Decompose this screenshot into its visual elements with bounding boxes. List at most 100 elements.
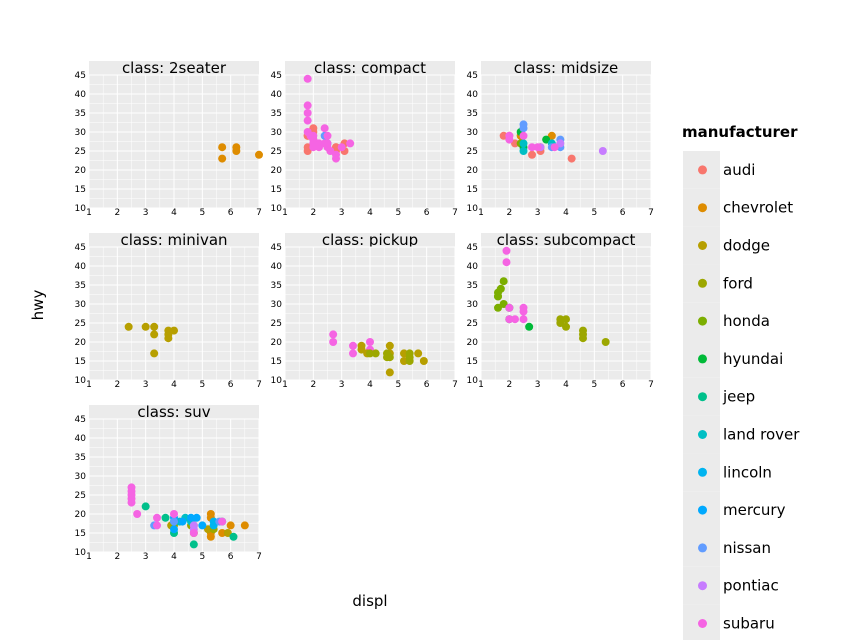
x-tick-label: 5 [395,208,401,218]
data-point-hyundai [525,322,534,331]
x-tick-label: 6 [228,380,234,390]
data-point-dodge [164,326,173,335]
data-point-nissan [519,120,528,129]
x-tick-label: 4 [171,380,177,390]
legend-label: dodge [723,237,770,255]
y-tick-label: 25 [467,147,478,157]
facet-strip [481,61,651,75]
data-point-chevrolet [226,521,235,530]
legend-key-dot [698,354,707,364]
y-tick-label: 15 [467,185,478,195]
x-tick-label: 2 [506,380,512,390]
x-tick-label: 6 [424,208,430,218]
y-tick-label: 25 [75,319,86,329]
y-tick-label: 20 [75,338,87,348]
data-point-honda [499,277,508,286]
data-point-subaru [349,349,357,358]
x-tick-label: 7 [452,208,458,218]
facet-strip [89,233,259,247]
data-point-subaru [320,124,329,133]
data-point-ford [385,353,394,362]
x-tick-label: 5 [591,380,597,390]
data-point-subaru [519,131,528,140]
y-tick-label: 30 [467,300,479,310]
x-tick-label: 5 [395,380,401,390]
x-tick-label: 7 [256,552,262,562]
legend-item-pontiac: pontiac [683,566,779,605]
data-point-subaru [133,510,142,518]
data-point-dodge [223,529,232,537]
y-tick-label: 10 [271,204,283,214]
legend-items: audi chevrolet dodge ford honda hyundai jeep la… [683,151,800,640]
data-point-chevrolet [547,131,556,140]
data-point-subaru [329,330,338,339]
facet-strip [285,233,455,247]
data-point-subaru [303,109,312,117]
data-point-land-rover [519,139,528,148]
data-point-mercury [178,517,187,526]
legend-label: land rover [723,426,800,444]
facet-strip-label: class: 2seater [122,59,227,77]
legend-key-dot [698,543,707,553]
data-point-subaru [337,143,346,152]
y-tick-label: 40 [75,262,87,272]
data-point-chevrolet [232,147,241,155]
y-tick-label: 25 [271,319,282,329]
data-point-honda [494,303,502,312]
y-tick-label: 30 [75,300,87,310]
data-point-ford [579,326,587,335]
data-point-honda [496,284,505,293]
x-tick-label: 4 [171,552,177,562]
data-point-chevrolet [206,532,215,541]
data-point-dodge [150,349,159,358]
x-tick-label: 6 [620,208,626,218]
legend-item-subaru: subaru [683,604,775,640]
legend-label: subaru [723,615,775,633]
facet-strip-label: class: midsize [514,59,618,77]
y-tick-label: 20 [271,166,283,176]
y-tick-label: 25 [75,147,86,157]
x-tick-label: 7 [452,380,458,390]
data-point-subaru [170,510,178,518]
x-tick-label: 6 [228,552,234,562]
legend-label: audi [723,161,755,179]
legend-key-dot [698,203,707,213]
facet-strip [285,61,455,75]
data-point-jeep [229,532,238,541]
x-tick-label: 7 [256,380,262,390]
x-tick-label: 3 [535,208,541,218]
data-point-subaru [189,529,198,537]
legend-key-dot [698,467,707,477]
y-axis-title: hwy [29,290,47,321]
data-point-mercury [187,513,195,522]
x-tick-label: 5 [199,380,205,390]
y-tick-label: 10 [467,376,479,386]
data-point-ford [405,357,414,365]
legend-key-dot [698,316,707,326]
data-point-ford [371,349,380,358]
y-tick-label: 40 [467,90,479,100]
legend-label: honda [723,312,770,330]
facet-strip-label: class: suv [137,403,210,421]
facet-strip [481,233,651,247]
y-tick-label: 35 [75,453,86,463]
x-tick-label: 2 [114,552,120,562]
x-tick-label: 2 [114,380,120,390]
data-point-subaru [329,338,338,346]
y-tick-label: 35 [467,281,478,291]
data-point-chevrolet [255,150,263,159]
x-tick-label: 3 [143,208,149,218]
legend-label: jeep [722,388,755,406]
legend-item-nissan: nissan [683,529,771,567]
data-point-hyundai [542,135,551,144]
x-tick-label: 3 [339,208,345,218]
y-tick-label: 45 [75,71,86,81]
legend-key-dot [698,581,707,591]
x-tick-label: 3 [143,380,149,390]
x-tick-label: 7 [256,208,262,218]
